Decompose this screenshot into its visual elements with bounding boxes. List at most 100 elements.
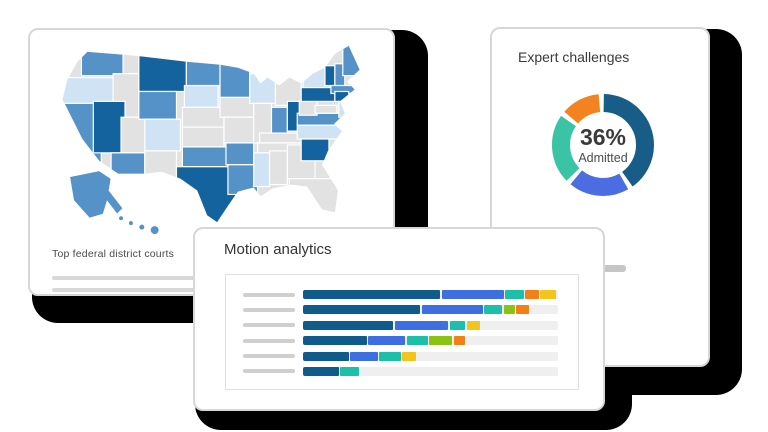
motion-row-2 (243, 305, 558, 315)
state-AL (268, 150, 288, 186)
state-CO (144, 118, 182, 152)
bar-segment-yellow (540, 290, 556, 299)
bar-segment-navy (303, 336, 367, 346)
bar-track (303, 351, 558, 361)
state-MI (274, 73, 302, 106)
state-MO (223, 116, 259, 144)
state-MN (219, 63, 251, 99)
state-NM (144, 150, 178, 192)
motion-row-3 (243, 320, 558, 330)
state-CT (334, 90, 350, 102)
state-NV (92, 100, 126, 154)
bar-segment-blue (350, 351, 378, 361)
bar-segment-teal (484, 305, 503, 315)
donut-segment-3 (552, 94, 654, 196)
bar-track (303, 336, 558, 346)
bar-track (303, 290, 558, 299)
donut-chart: 36% Admitted (543, 85, 663, 205)
us-choropleth-map (62, 45, 360, 235)
state-SD (183, 84, 219, 108)
alaska-hawaii-layer (68, 170, 159, 235)
state-MD (314, 104, 338, 114)
row-label-placeholder (243, 338, 295, 343)
bar-segment-teal (406, 336, 428, 346)
bar-segment-navy (303, 351, 349, 361)
bar-segment-yellow (466, 320, 481, 330)
state-UT (120, 116, 148, 154)
state-NC (296, 124, 348, 140)
motion-row-6 (243, 366, 558, 376)
bar-track (303, 305, 558, 315)
donut-center: 36% Admitted (543, 85, 663, 205)
state-NJ (338, 100, 350, 118)
donut-title: Expert challenges (518, 49, 630, 65)
donut-segment-4 (552, 94, 654, 197)
state-AZ (110, 152, 146, 190)
bar-segment-green (429, 336, 453, 346)
motion-row-1 (243, 290, 558, 299)
bar-track (303, 320, 558, 330)
state-WY (138, 90, 178, 120)
state-KY (259, 132, 302, 144)
row-label-placeholder (243, 307, 295, 312)
bar-segment-yellow (402, 351, 417, 361)
state-MS (253, 152, 271, 188)
row-label-placeholder (243, 369, 295, 374)
donut-segment-1 (552, 93, 654, 196)
bar-segment-blue (394, 320, 449, 330)
state-MT (138, 55, 187, 93)
state-RI (348, 92, 356, 100)
bar-segment-orange (525, 290, 539, 299)
donut-rings (552, 93, 654, 197)
state-WI (249, 73, 277, 104)
state-IA (219, 96, 255, 118)
state-AK (68, 170, 124, 219)
state-ND (185, 59, 221, 87)
motion-row-4 (243, 336, 558, 346)
donut-center-label: Admitted (578, 150, 628, 165)
placeholder-line (598, 265, 626, 272)
state-FL (288, 178, 342, 217)
state-HI (119, 216, 124, 221)
map-card: Top federal district courts (28, 28, 395, 296)
state-ME (342, 45, 360, 77)
motion-title: Motion analytics (224, 241, 332, 258)
state-OK (181, 146, 229, 168)
stacked-bar-chart (225, 274, 579, 390)
bar-segment-blue (421, 305, 483, 315)
row-label-placeholder (243, 323, 295, 328)
bar-segment-teal (449, 320, 466, 330)
bar-segment-teal (505, 290, 524, 299)
bar-segment-navy (303, 290, 441, 299)
bar-segment-blue (368, 336, 406, 346)
state-KS (181, 126, 225, 148)
map-caption: Top federal district courts (52, 248, 175, 260)
donut-center-value: 36% (579, 123, 627, 150)
row-label-placeholder (243, 292, 295, 297)
row-label-placeholder (243, 354, 295, 359)
bar-segment-blue (441, 290, 504, 299)
state-HI (139, 224, 145, 230)
bar-track (303, 366, 558, 376)
state-NE (181, 106, 225, 128)
state-PA (300, 86, 336, 102)
state-AR (225, 142, 255, 166)
bar-segment-orange (453, 336, 465, 346)
motion-card: Motion analytics (193, 227, 605, 411)
bar-segment-navy (303, 366, 339, 376)
bar-segment-orange (516, 305, 530, 315)
state-OR (62, 77, 114, 104)
state-WA (80, 47, 124, 77)
state-VT (324, 65, 336, 87)
state-SC (300, 138, 330, 162)
bar-segment-green (503, 305, 515, 315)
motion-row-5 (243, 351, 558, 361)
bar-segment-teal (340, 366, 359, 376)
bar-segment-teal (379, 351, 401, 361)
bar-segment-navy (303, 305, 421, 315)
state-HI (150, 226, 159, 235)
donut-segment-2 (552, 94, 654, 196)
state-HI (128, 221, 133, 226)
bar-segment-navy (303, 320, 394, 330)
